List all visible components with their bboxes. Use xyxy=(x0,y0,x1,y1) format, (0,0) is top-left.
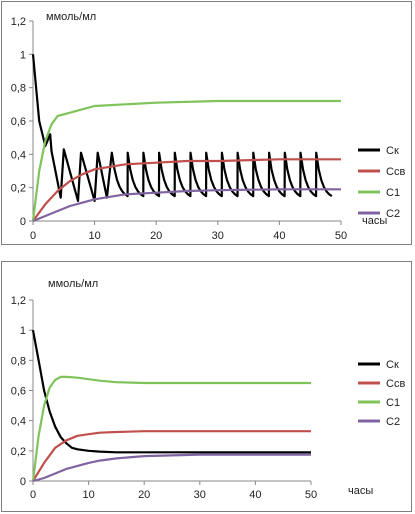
legend-label: Ск xyxy=(386,359,399,371)
y-tick-label: 1 xyxy=(20,325,26,337)
y-tick-label: 0 xyxy=(20,216,26,228)
chart-panel-top: 0 0,2 0,4 0,6 0,8 1 1,2 0 10 20 30 40 50 ммоль/мл часы… xyxy=(1,1,412,245)
series-line-3 xyxy=(31,99,341,222)
x-tick-label: 30 xyxy=(212,230,224,242)
x-axis-label: часы xyxy=(362,215,387,227)
legend-label: Ссв xyxy=(386,166,405,178)
series-line-2 xyxy=(32,158,341,222)
y-tick-label: 1,2 xyxy=(11,295,26,307)
chart-panel-bottom: 0 0,2 0,4 0,6 0,8 1 1,2 0 10 20 30 40 50 ммоль/мл часы… xyxy=(1,261,412,512)
y-axis-label: ммоль/мл xyxy=(48,278,98,290)
y-tick-label: 0,6 xyxy=(11,116,26,128)
series-line-2 xyxy=(32,430,311,482)
x-tick-label: 20 xyxy=(150,230,162,242)
series-line-4 xyxy=(32,453,311,483)
legend-label: Ск xyxy=(386,145,399,157)
series-line-3 xyxy=(31,375,311,482)
line-chart-top: 0 0,2 0,4 0,6 0,8 1 1,2 0 10 20 30 40 50 ммоль/мл часы… xyxy=(11,11,406,242)
x-tick-label: 50 xyxy=(305,489,317,501)
legend-label: С2 xyxy=(386,208,400,220)
x-axis-label: часы xyxy=(348,485,373,497)
x-tick-label: 40 xyxy=(249,489,261,501)
y-tick-label: 1 xyxy=(20,49,26,61)
legend-label: Ссв xyxy=(386,378,405,390)
legend-label: С1 xyxy=(386,397,400,409)
x-tick-label: 50 xyxy=(335,230,347,242)
x-tick-label: 40 xyxy=(273,230,285,242)
y-tick-label: 0,6 xyxy=(11,386,26,398)
series-line-4 xyxy=(32,188,341,223)
y-tick-label: 0 xyxy=(20,476,26,488)
series-line-1 xyxy=(31,329,311,454)
series-line-1 xyxy=(31,54,333,203)
y-tick-label: 0,2 xyxy=(11,183,26,195)
y-tick-label: 1,2 xyxy=(11,16,26,28)
x-tick-label: 20 xyxy=(138,489,150,501)
y-tick-label: 0,8 xyxy=(11,355,26,367)
x-tick-label: 30 xyxy=(194,489,206,501)
x-tick-label: 0 xyxy=(30,230,36,242)
x-tick-label: 10 xyxy=(82,489,94,501)
y-tick-label: 0,4 xyxy=(11,416,26,428)
legend-label: С2 xyxy=(386,416,400,428)
x-tick-label: 0 xyxy=(30,489,36,501)
legend-label: С1 xyxy=(386,187,400,199)
x-tick-label: 10 xyxy=(88,230,100,242)
y-axis-label: ммоль/мл xyxy=(46,11,96,23)
y-tick-label: 0,4 xyxy=(11,149,26,161)
y-tick-label: 0,8 xyxy=(11,83,26,95)
line-chart-bottom: 0 0,2 0,4 0,6 0,8 1 1,2 0 10 20 30 40 50 ммоль/мл часы… xyxy=(11,278,406,501)
y-tick-label: 0,2 xyxy=(11,446,26,458)
